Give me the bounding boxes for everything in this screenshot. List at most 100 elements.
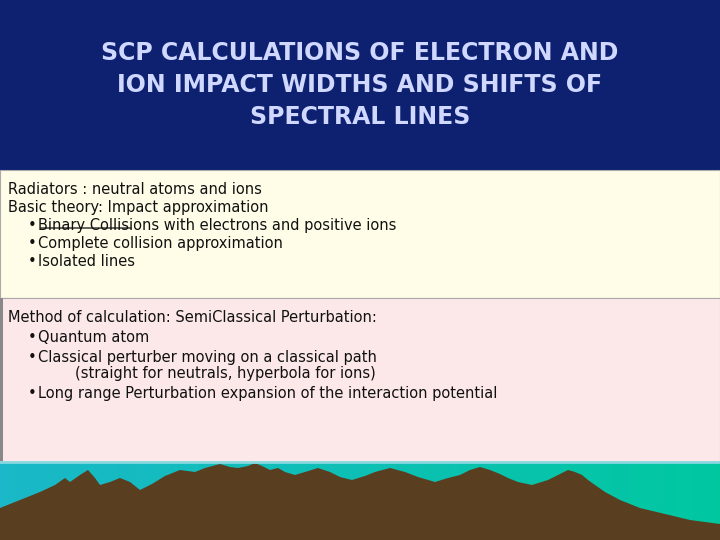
Bar bbox=[459, 462, 468, 540]
Bar bbox=[567, 462, 576, 540]
Bar bbox=[576, 462, 585, 540]
Bar bbox=[648, 462, 657, 540]
Bar bbox=[198, 462, 207, 540]
Text: Complete collision approximation: Complete collision approximation bbox=[38, 236, 283, 251]
Bar bbox=[621, 462, 630, 540]
Bar bbox=[189, 462, 198, 540]
Bar bbox=[630, 462, 639, 540]
Bar bbox=[324, 462, 333, 540]
Bar bbox=[585, 462, 594, 540]
Bar bbox=[288, 462, 297, 540]
Bar bbox=[342, 462, 351, 540]
Bar bbox=[126, 462, 135, 540]
Bar bbox=[153, 462, 162, 540]
Bar bbox=[63, 462, 72, 540]
Bar bbox=[279, 462, 288, 540]
Text: SCP CALCULATIONS OF ELECTRON AND: SCP CALCULATIONS OF ELECTRON AND bbox=[102, 41, 618, 65]
Bar bbox=[360, 462, 369, 540]
Bar bbox=[297, 462, 306, 540]
Bar bbox=[468, 462, 477, 540]
Bar bbox=[171, 462, 180, 540]
Bar bbox=[405, 462, 414, 540]
Bar bbox=[450, 462, 459, 540]
Text: ION IMPACT WIDTHS AND SHIFTS OF: ION IMPACT WIDTHS AND SHIFTS OF bbox=[117, 73, 603, 97]
Bar bbox=[18, 462, 27, 540]
Bar bbox=[36, 462, 45, 540]
Text: Binary Collisions with electrons and positive ions: Binary Collisions with electrons and pos… bbox=[38, 218, 397, 233]
Bar bbox=[369, 462, 378, 540]
Bar bbox=[252, 462, 261, 540]
Bar bbox=[684, 462, 693, 540]
Bar bbox=[117, 462, 126, 540]
Bar bbox=[657, 462, 666, 540]
Bar bbox=[387, 462, 396, 540]
Bar bbox=[351, 462, 360, 540]
Bar bbox=[243, 462, 252, 540]
Text: Radiators : neutral atoms and ions: Radiators : neutral atoms and ions bbox=[8, 182, 262, 197]
Bar bbox=[477, 462, 486, 540]
Text: Quantum atom: Quantum atom bbox=[38, 330, 149, 345]
Bar bbox=[414, 462, 423, 540]
Bar bbox=[207, 462, 216, 540]
Text: •: • bbox=[28, 330, 37, 345]
Bar bbox=[549, 462, 558, 540]
Bar bbox=[0, 462, 9, 540]
Bar bbox=[486, 462, 495, 540]
Bar bbox=[144, 462, 153, 540]
Bar bbox=[45, 462, 54, 540]
Bar bbox=[261, 462, 270, 540]
Bar bbox=[540, 462, 549, 540]
Text: Basic theory: Impact approximation: Basic theory: Impact approximation bbox=[8, 200, 269, 215]
Bar bbox=[306, 462, 315, 540]
Text: •: • bbox=[28, 218, 37, 233]
Text: •: • bbox=[28, 236, 37, 251]
Bar bbox=[612, 462, 621, 540]
Bar bbox=[423, 462, 432, 540]
Bar bbox=[558, 462, 567, 540]
Bar bbox=[504, 462, 513, 540]
Bar bbox=[27, 462, 36, 540]
Bar bbox=[72, 462, 81, 540]
Bar bbox=[54, 462, 63, 540]
Bar bbox=[432, 462, 441, 540]
Bar bbox=[675, 462, 684, 540]
Bar bbox=[702, 462, 711, 540]
Text: Isolated lines: Isolated lines bbox=[38, 254, 135, 269]
Text: Long range Perturbation expansion of the interaction potential: Long range Perturbation expansion of the… bbox=[38, 386, 498, 401]
Bar bbox=[378, 462, 387, 540]
Text: •: • bbox=[28, 386, 37, 401]
Bar bbox=[108, 462, 117, 540]
Bar bbox=[441, 462, 450, 540]
Bar bbox=[0, 0, 720, 170]
Bar bbox=[396, 462, 405, 540]
Text: Classical perturber moving on a classical path: Classical perturber moving on a classica… bbox=[38, 350, 377, 365]
Bar bbox=[531, 462, 540, 540]
Bar bbox=[594, 462, 603, 540]
Bar bbox=[0, 298, 3, 462]
Polygon shape bbox=[0, 463, 720, 540]
Bar bbox=[99, 462, 108, 540]
Text: •: • bbox=[28, 254, 37, 269]
Bar bbox=[495, 462, 504, 540]
Bar bbox=[333, 462, 342, 540]
Bar bbox=[711, 462, 720, 540]
Text: Method of calculation: SemiClassical Perturbation:: Method of calculation: SemiClassical Per… bbox=[8, 310, 377, 325]
Bar bbox=[603, 462, 612, 540]
Bar bbox=[234, 462, 243, 540]
Bar bbox=[9, 462, 18, 540]
Bar bbox=[90, 462, 99, 540]
Bar bbox=[0, 298, 720, 462]
Bar bbox=[0, 170, 720, 298]
Bar bbox=[693, 462, 702, 540]
Bar bbox=[225, 462, 234, 540]
Bar bbox=[81, 462, 90, 540]
Bar bbox=[639, 462, 648, 540]
Text: (straight for neutrals, hyperbola for ions): (straight for neutrals, hyperbola for io… bbox=[38, 366, 376, 381]
Bar bbox=[522, 462, 531, 540]
Bar bbox=[666, 462, 675, 540]
Bar bbox=[216, 462, 225, 540]
Bar bbox=[162, 462, 171, 540]
Bar bbox=[135, 462, 144, 540]
Text: •: • bbox=[28, 350, 37, 365]
Bar bbox=[180, 462, 189, 540]
